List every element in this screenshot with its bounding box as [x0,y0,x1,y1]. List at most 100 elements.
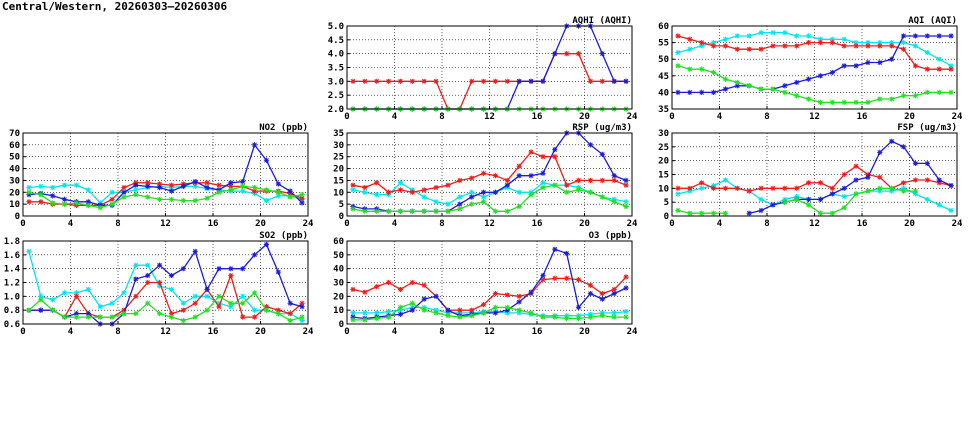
data-point [433,208,439,214]
data-point [889,138,895,144]
data-point [133,262,139,268]
y-tick-label: 10 [333,188,344,198]
data-point [457,314,463,320]
data-point [805,76,812,82]
data-point [492,208,499,214]
data-point [794,196,800,202]
x-tick-label: 24 [303,219,314,229]
y-tick-label: 25 [658,143,669,153]
y-tick-label: 1.0 [4,292,20,302]
data-point [889,43,895,49]
data-point [504,208,510,214]
data-point [85,199,91,205]
data-point [924,196,930,202]
data-point [564,275,570,281]
y-tick-label: 4.5 [328,36,344,46]
x-tick-label: 24 [952,112,963,122]
data-point [853,191,859,197]
data-point [587,282,594,288]
x-tick-label: 0 [344,327,349,337]
y-tick-label: 0 [15,212,20,222]
y-tick-label: 5 [339,200,344,210]
data-point [109,314,115,320]
data-point [263,197,270,204]
data-point [687,185,693,191]
data-point [912,63,919,69]
data-point [228,266,234,272]
x-tick-label: 12 [809,219,820,229]
y-tick-label: 10 [658,184,669,194]
data-point [699,185,705,191]
data-point [912,43,919,49]
data-point [73,314,80,320]
data-point [948,89,954,95]
data-point [794,33,800,39]
data-point [409,307,415,313]
data-point [362,310,368,316]
data-point [504,292,510,298]
data-point [109,189,115,195]
data-point [156,279,163,286]
data-point [50,184,56,191]
data-point [746,46,752,52]
x-tick-label: 4 [68,219,74,229]
data-point [397,180,404,186]
data-point [516,299,522,305]
data-point [492,173,499,179]
series-line [28,182,303,206]
data-point [722,177,729,183]
data-point [611,286,617,293]
data-point [552,147,558,153]
data-point [936,177,942,183]
data-point [409,78,415,84]
y-tick-label: 5.0 [328,22,344,32]
data-point [374,208,380,214]
data-point [782,185,788,191]
data-point [877,188,883,194]
data-point [575,304,582,310]
data-point [204,184,210,191]
series-o3-4 [350,300,629,323]
data-point [865,174,871,180]
data-point [889,96,895,102]
data-point [26,184,32,191]
data-point [516,203,522,210]
x-tick-label: 16 [532,327,543,337]
data-point [275,189,281,195]
y-tick-label: 60 [333,237,344,247]
data-point [900,46,907,52]
x-tick-label: 16 [208,327,219,337]
data-point [61,182,68,188]
data-point [611,173,617,179]
data-point [794,43,800,49]
y-tick-label: 20 [9,188,20,198]
data-point [829,99,835,105]
chart-aqi: 0 4 8 12 16 20 24 35 40 45 50 55 60 AQI (AQI) [658,16,963,122]
y-tick-label: 5 [664,198,669,208]
y-tick-label: 40 [333,265,344,275]
data-point [433,293,439,299]
data-point [552,154,558,160]
data-point [912,191,919,197]
data-point [168,314,175,320]
data-point [362,289,368,295]
y-tick-label: 50 [333,251,344,261]
x-tick-label: 4 [68,327,74,337]
data-point [734,185,740,191]
chart-title: AQHI (AQHI) [572,16,632,26]
y-tick-label: 1.6 [4,251,20,261]
data-point [504,177,510,184]
data-point [599,51,605,57]
data-point [145,272,151,279]
data-point [758,207,764,214]
data-point [877,59,883,66]
data-point [433,78,439,84]
data-point [275,181,281,187]
x-tick-label: 20 [579,112,590,122]
data-point [275,269,281,275]
data-point [85,314,91,320]
data-point [192,300,198,306]
data-point [829,210,835,216]
data-point [782,30,788,36]
data-point [350,182,356,188]
